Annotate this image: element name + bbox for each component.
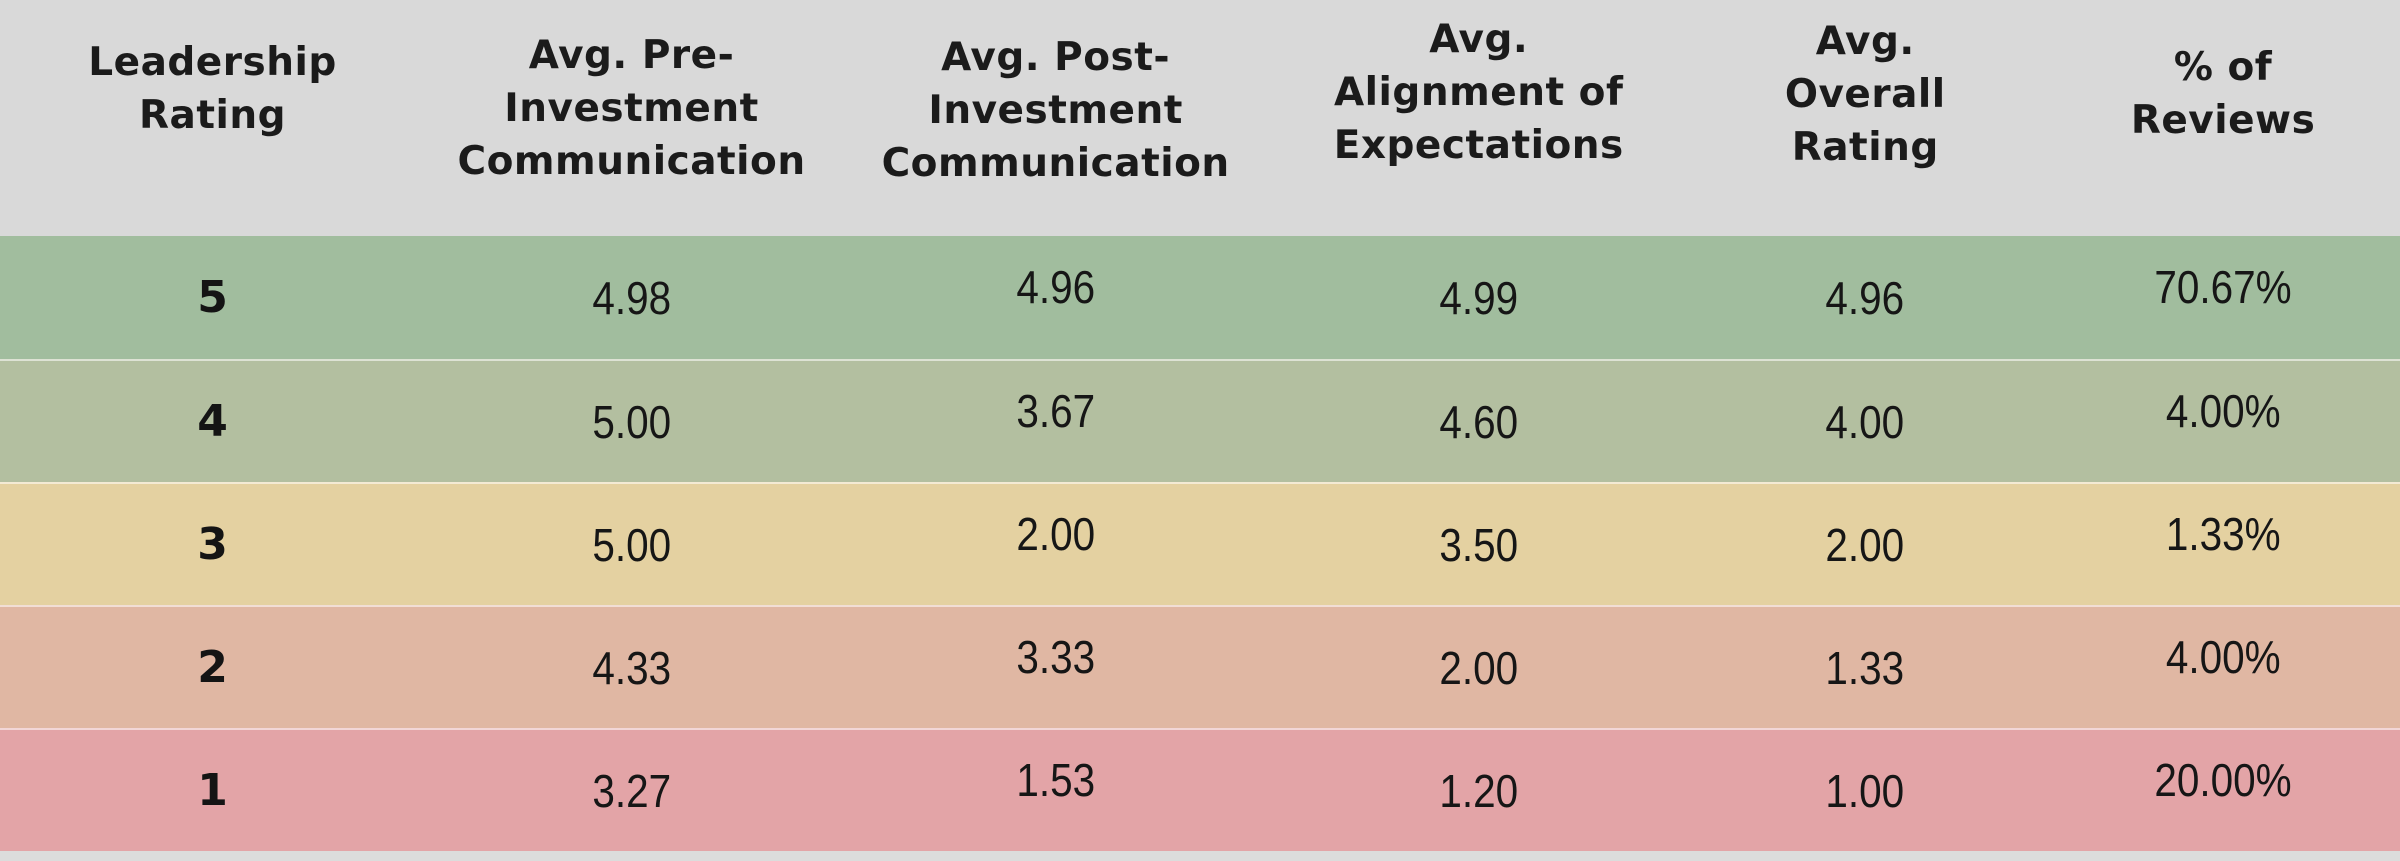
cell-avg-overall-rating: 1.00 [1684,730,2046,851]
cell-avg-overall-rating: 1.33 [1684,607,2046,728]
cell-percent-of-reviews: 1.33% [2046,484,2400,605]
header-line: Overall [1784,72,1946,117]
cell-percent-of-reviews: 70.67% [2046,236,2400,359]
cell-avg-post-investment-communication: 2.00 [838,484,1273,605]
header-line: Investment [504,86,759,131]
cell-avg-alignment-of-expectations: 3.50 [1273,484,1684,605]
header-avg-alignment-of-expectations: Avg. Alignment of Expectations [1273,0,1684,236]
table-header-row: Leadership Rating Avg. Pre- Investment C… [0,0,2400,236]
rating-value: 1 [197,765,228,816]
cell-avg-post-investment-communication: 3.33 [838,607,1273,728]
post-communication-value: 3.33 [1016,630,1096,683]
cell-avg-pre-investment-communication: 3.27 [425,730,838,851]
cell-avg-pre-investment-communication: 5.00 [425,484,838,605]
header-line: Avg. Post- [941,35,1171,80]
header-line: Leadership [88,40,337,85]
cell-leadership-rating: 2 [0,607,425,728]
header-line: Expectations [1333,123,1624,168]
bottom-strip [0,851,2400,861]
overall-rating-value: 4.96 [1825,271,1905,324]
header-line: Investment [928,88,1183,133]
cell-avg-overall-rating: 4.00 [1684,361,2046,482]
table-row-rating-5: 5 4.98 4.96 4.99 4.96 70.67% [0,236,2400,359]
cell-leadership-rating: 4 [0,361,425,482]
pre-communication-value: 5.00 [592,395,671,448]
cell-leadership-rating: 5 [0,236,425,359]
pre-communication-value: 3.27 [592,764,671,817]
header-line: % of [2173,45,2273,90]
header-line: Avg. [1429,17,1529,62]
header-avg-post-investment-communication: Avg. Post- Investment Communication [838,0,1273,236]
percent-of-reviews-value: 20.00% [2154,753,2292,806]
table-row-rating-4: 4 5.00 3.67 4.60 4.00 4.00% [0,359,2400,482]
cell-avg-post-investment-communication: 4.96 [838,236,1273,359]
percent-of-reviews-value: 4.00% [2165,384,2281,437]
header-leadership-rating: Leadership Rating [0,0,425,236]
cell-avg-post-investment-communication: 3.67 [838,361,1273,482]
cell-avg-alignment-of-expectations: 4.60 [1273,361,1684,482]
cell-avg-overall-rating: 4.96 [1684,236,2046,359]
percent-of-reviews-value: 70.67% [2154,260,2292,313]
cell-avg-pre-investment-communication: 4.98 [425,236,838,359]
header-percent-of-reviews: % of Reviews [2046,0,2400,236]
cell-percent-of-reviews: 20.00% [2046,730,2400,851]
cell-avg-pre-investment-communication: 5.00 [425,361,838,482]
cell-avg-alignment-of-expectations: 4.99 [1273,236,1684,359]
header-avg-pre-investment-communication: Avg. Pre- Investment Communication [425,0,838,236]
alignment-value: 1.20 [1439,764,1519,817]
percent-of-reviews-value: 1.33% [2165,507,2281,560]
post-communication-value: 4.96 [1016,260,1096,313]
header-line: Rating [138,93,287,138]
rating-value: 5 [197,272,228,323]
header-line: Rating [1791,125,1939,170]
post-communication-value: 1.53 [1016,753,1096,806]
rating-value: 2 [197,642,228,693]
table-row-rating-2: 2 4.33 3.33 2.00 1.33 4.00% [0,605,2400,728]
cell-avg-post-investment-communication: 1.53 [838,730,1273,851]
pre-communication-value: 4.98 [592,271,671,324]
header-line: Avg. Pre- [528,33,735,78]
percent-of-reviews-value: 4.00% [2165,630,2281,683]
rating-value: 3 [197,519,228,570]
overall-rating-value: 1.33 [1825,641,1905,694]
cell-leadership-rating: 3 [0,484,425,605]
cell-avg-pre-investment-communication: 4.33 [425,607,838,728]
header-line: Avg. [1815,19,1915,64]
alignment-value: 4.60 [1439,395,1519,448]
cell-avg-alignment-of-expectations: 1.20 [1273,730,1684,851]
overall-rating-value: 2.00 [1825,518,1905,571]
alignment-value: 2.00 [1439,641,1519,694]
header-line: Alignment of [1334,70,1624,115]
overall-rating-value: 4.00 [1825,395,1905,448]
alignment-value: 4.99 [1439,271,1519,324]
cell-avg-alignment-of-expectations: 2.00 [1273,607,1684,728]
table-row-rating-3: 3 5.00 2.00 3.50 2.00 1.33% [0,482,2400,605]
table-row-rating-1: 1 3.27 1.53 1.20 1.00 20.00% [0,728,2400,851]
pre-communication-value: 5.00 [592,518,671,571]
header-line: Communication [457,139,806,184]
post-communication-value: 2.00 [1016,507,1096,560]
cell-leadership-rating: 1 [0,730,425,851]
alignment-value: 3.50 [1439,518,1519,571]
cell-percent-of-reviews: 4.00% [2046,607,2400,728]
overall-rating-value: 1.00 [1825,764,1905,817]
header-line: Reviews [2130,98,2316,143]
pre-communication-value: 4.33 [592,641,671,694]
header-line: Communication [881,141,1230,186]
cell-percent-of-reviews: 4.00% [2046,361,2400,482]
post-communication-value: 3.67 [1016,384,1096,437]
rating-value: 4 [197,396,228,447]
header-avg-overall-rating: Avg. Overall Rating [1684,0,2046,236]
cell-avg-overall-rating: 2.00 [1684,484,2046,605]
